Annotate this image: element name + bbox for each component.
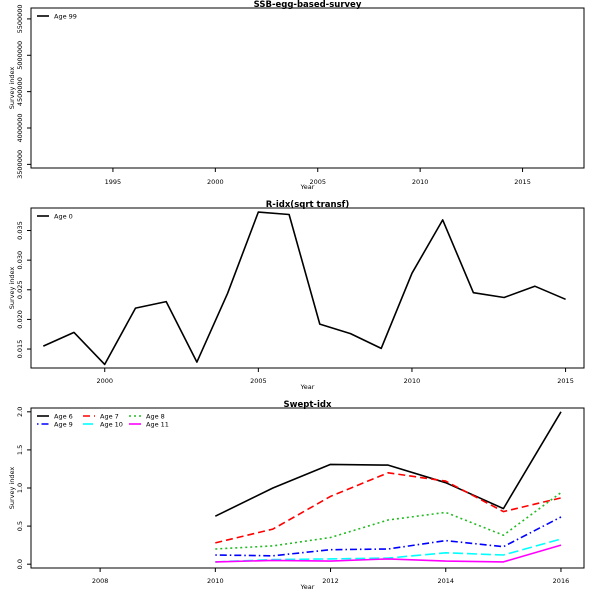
x-tick-label: 2016 [553, 577, 570, 585]
x-tick-label: 2015 [557, 377, 574, 385]
legend-label: Age 0 [54, 212, 73, 220]
chart-title: Swept-idx [284, 400, 332, 410]
y-tick-label: 0.015 [16, 340, 24, 359]
y-tick-label: 1.5 [16, 445, 24, 455]
y-tick-label: 5000000 [16, 41, 24, 70]
y-axis-label: Survey index [8, 267, 16, 310]
legend-label: Age 11 [146, 420, 169, 428]
y-tick-label: 4500000 [16, 77, 24, 106]
y-axis-label: Survey index [8, 67, 16, 110]
x-tick-label: 2000 [207, 178, 224, 186]
series-line-age-9 [215, 516, 562, 557]
x-tick-label: 2015 [514, 178, 531, 186]
legend-label: Age 9 [54, 420, 73, 428]
y-tick-label: 4000000 [16, 114, 24, 143]
panel-3: Swept-idx 2008 2010 2012 2014 2016 0.0 0.5 1.0 1.… [8, 400, 585, 591]
legend: Age 0 [37, 212, 73, 220]
y-tick-label: 0.020 [16, 310, 24, 329]
panel-2: R-idx(sqrt transf) 2000 2005 2010 2015 0.015 0… [8, 200, 585, 391]
chart-title: R-idx(sqrt transf) [266, 200, 350, 210]
x-axis-label: Year [300, 383, 315, 391]
series-line-age-8 [215, 491, 562, 550]
y-tick-label: 0.0 [16, 559, 24, 569]
y-tick-label: 3500000 [16, 150, 24, 179]
x-tick-label: 2005 [250, 377, 267, 385]
x-tick-label: 2010 [207, 577, 224, 585]
legend-label: Age 10 [100, 420, 123, 428]
y-tick-label: 0.5 [16, 521, 24, 531]
x-axis-label: Year [300, 583, 315, 591]
x-tick-label: 2014 [437, 577, 454, 585]
y-axis-label: Survey index [8, 467, 16, 510]
x-tick-label: 2008 [92, 577, 109, 585]
y-tick-label: 2.0 [16, 407, 24, 417]
panel-1: SSB-egg-based-survey 1995 2000 2005 2010 2015… [8, 0, 585, 191]
x-tick-label: 2012 [322, 577, 339, 585]
x-axis-label: Year [300, 183, 315, 191]
x-tick-label: 2010 [404, 377, 421, 385]
y-tick-label: 0.030 [16, 251, 24, 270]
x-tick-label: 2010 [412, 178, 429, 186]
chart-title: SSB-egg-based-survey [254, 0, 362, 10]
y-tick-label: 0.035 [16, 221, 24, 240]
plot-frame [30, 207, 585, 369]
legend-label: Age 6 [54, 412, 73, 420]
series-line-age-0 [42, 211, 566, 366]
series-line-age-10 [215, 538, 562, 563]
series-line-age-6 [214, 411, 562, 517]
series-line-age-7 [215, 471, 562, 544]
plot-frame [30, 7, 585, 169]
x-tick-label: 2000 [96, 377, 113, 385]
y-tick-label: 5500000 [16, 4, 24, 33]
y-tick-label: 0.025 [16, 280, 24, 299]
legend-label: Age 99 [54, 12, 77, 20]
x-tick-label: 1995 [105, 178, 122, 186]
y-tick-label: 1.0 [16, 483, 24, 493]
series-line-age-11 [215, 544, 562, 563]
legend-label: Age 8 [146, 412, 165, 420]
plot-frame [30, 407, 585, 569]
legend: Age 99 [37, 12, 77, 20]
legend: Age 6 Age 7 Age 8 Age 9 Age 10 Age 11 [37, 412, 169, 428]
legend-label: Age 7 [100, 412, 119, 420]
x-tick-label: 2005 [309, 178, 326, 186]
